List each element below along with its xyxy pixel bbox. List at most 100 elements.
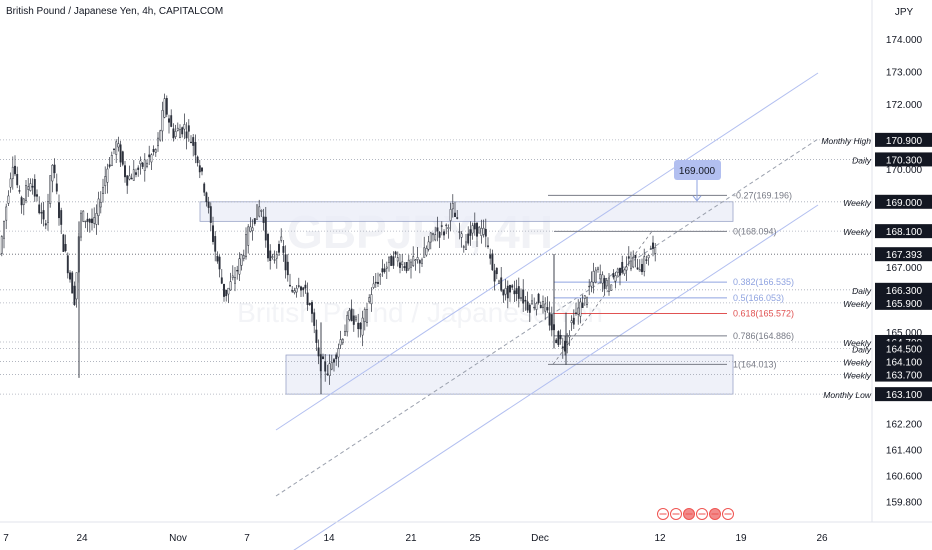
candle-body bbox=[515, 288, 518, 294]
candle-body bbox=[170, 115, 173, 127]
channel-upper-line bbox=[275, 72, 819, 431]
fib-label: 0.5(166.053) bbox=[733, 293, 784, 303]
candle-body bbox=[42, 210, 45, 220]
y-tick-label: 174.000 bbox=[886, 35, 923, 46]
candle-body bbox=[91, 218, 93, 224]
x-tick-label: Dec bbox=[531, 533, 549, 544]
candle-body bbox=[176, 127, 179, 131]
candle-body bbox=[80, 212, 82, 238]
candle-body bbox=[581, 302, 584, 308]
candle-body bbox=[326, 373, 329, 375]
candle-body bbox=[473, 223, 476, 230]
candle-body bbox=[198, 165, 201, 173]
candle-body bbox=[330, 362, 333, 370]
candle-body bbox=[487, 245, 489, 247]
demand-zone bbox=[285, 354, 734, 395]
level-price-box bbox=[875, 282, 932, 297]
candle-body bbox=[379, 274, 382, 277]
candle-body bbox=[638, 269, 641, 272]
candle-body bbox=[108, 164, 111, 167]
candle-body bbox=[27, 186, 30, 190]
candle-body bbox=[29, 183, 32, 191]
candle-body bbox=[154, 149, 157, 153]
fib-label: 0.786(164.886) bbox=[733, 331, 794, 341]
candle-body bbox=[126, 175, 129, 186]
candle-body bbox=[489, 254, 492, 259]
candle-body bbox=[47, 201, 49, 223]
candle-body bbox=[423, 247, 426, 258]
candle-body bbox=[328, 363, 331, 376]
currency-label: JPY bbox=[895, 7, 914, 18]
x-tick-label: 7 bbox=[3, 533, 9, 544]
candle-body bbox=[383, 268, 386, 272]
candle-body bbox=[249, 226, 252, 232]
candle-body bbox=[16, 174, 19, 186]
level-label: Daily bbox=[852, 155, 872, 165]
candle-body bbox=[344, 330, 346, 336]
level-price: 164.500 bbox=[886, 345, 923, 356]
candle-body bbox=[286, 261, 289, 276]
candle-body bbox=[498, 280, 500, 284]
candle-body bbox=[416, 257, 419, 260]
candle-body bbox=[586, 297, 588, 306]
candle-body bbox=[86, 218, 89, 222]
level-price: 163.100 bbox=[886, 390, 923, 401]
candle-body bbox=[599, 274, 602, 280]
candle-body bbox=[104, 176, 107, 187]
candle-body bbox=[333, 359, 335, 363]
candle-body bbox=[60, 210, 63, 225]
candle-body bbox=[203, 183, 206, 193]
candle-body bbox=[216, 255, 219, 262]
candle-body bbox=[641, 264, 643, 273]
candle-body bbox=[561, 346, 564, 349]
level-price: 166.300 bbox=[886, 286, 923, 297]
candle-body bbox=[601, 274, 604, 284]
candle-body bbox=[372, 283, 375, 288]
candle-body bbox=[337, 348, 340, 358]
candle-body bbox=[227, 287, 230, 295]
y-tick-label: 173.000 bbox=[886, 67, 923, 78]
candle-body bbox=[625, 266, 628, 271]
candle-body bbox=[346, 315, 349, 333]
candle-body bbox=[467, 233, 470, 244]
candle-body bbox=[652, 242, 654, 249]
candle-body bbox=[429, 232, 432, 243]
candle-body bbox=[271, 256, 274, 258]
candle-body bbox=[304, 284, 307, 289]
candle-body bbox=[201, 167, 203, 172]
y-tick-label: 161.400 bbox=[886, 446, 923, 457]
candle-body bbox=[88, 219, 91, 223]
candle-body bbox=[220, 277, 223, 284]
candle-body bbox=[572, 317, 575, 325]
candle-body bbox=[214, 236, 217, 252]
x-tick-label: 26 bbox=[816, 533, 828, 544]
candle-body bbox=[445, 224, 448, 227]
candle-body bbox=[18, 190, 21, 192]
candle-body bbox=[425, 248, 428, 256]
candle-body bbox=[366, 309, 368, 323]
level-price-box bbox=[875, 152, 932, 167]
candle-body bbox=[95, 213, 98, 225]
candle-body bbox=[511, 285, 514, 288]
y-tick-label: 172.000 bbox=[886, 100, 923, 111]
candle-body bbox=[264, 216, 267, 241]
candle-body bbox=[537, 293, 540, 303]
candle-body bbox=[636, 267, 639, 270]
candle-body bbox=[207, 201, 210, 208]
candle-body bbox=[152, 148, 155, 152]
candle-body bbox=[242, 255, 245, 259]
candle-body bbox=[247, 226, 250, 246]
fib-label: 0.618(165.572) bbox=[733, 309, 794, 319]
candle-body bbox=[517, 286, 520, 299]
candle-body bbox=[385, 266, 388, 269]
candle-body bbox=[128, 175, 131, 180]
candle-body bbox=[370, 294, 373, 305]
candle-body bbox=[293, 290, 296, 293]
candle-body bbox=[621, 261, 624, 273]
candle-body bbox=[284, 254, 287, 271]
candle-body bbox=[623, 269, 626, 275]
candle-body bbox=[412, 256, 415, 266]
candle-body bbox=[434, 234, 437, 241]
candle-body bbox=[183, 124, 186, 130]
candle-body bbox=[234, 277, 236, 284]
